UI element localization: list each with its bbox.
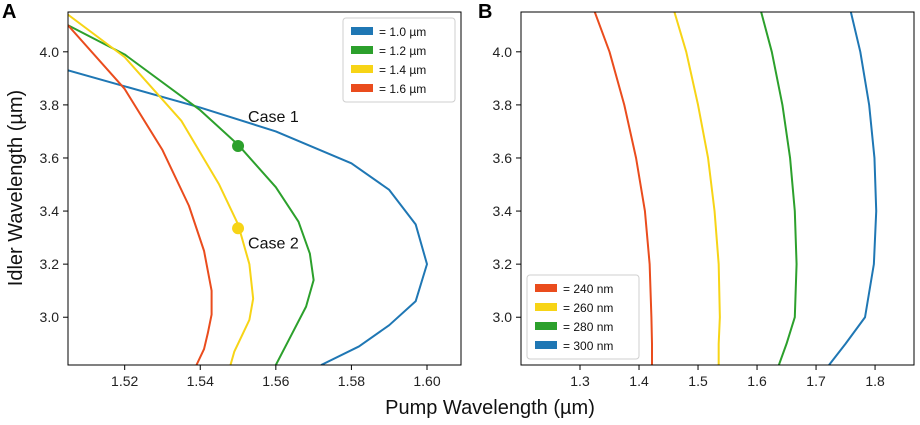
series-line-b-4 [828,12,878,365]
plot-frame-a [67,11,462,366]
series-line-a-3 [68,13,255,365]
series-line-a-2 [68,24,315,365]
legend-box-b [526,274,640,360]
x-tick-label-a-4: 1.60 [413,373,440,389]
panel-b-letter: B [478,1,492,23]
legend-label-a-3: = 1.4 µm [379,63,426,77]
x-tick-label-b-4: 1.7 [806,373,826,389]
series-line-b-3 [760,12,798,365]
series-group-a [68,13,428,365]
y-tick-label-b-5: 4.0 [493,44,513,60]
annotation-a-1: Case 1 [248,109,299,126]
series-line-b-1 [593,12,653,365]
x-tick-label-b-2: 1.5 [688,373,708,389]
panel-b: B 1.3 1.4 1.5 1.6 1.7 1.8 3.0 3.2 3.4 3.6 3.8 4.0 = … [478,1,915,389]
y-tick-label-a-3: 3.6 [40,150,60,166]
legend-swatch-a-1 [351,27,373,35]
marker-a-1 [232,140,245,153]
marker-a-2 [232,222,245,235]
y-tick-label-a-5: 4.0 [40,44,60,60]
y-axis-title: Idler Wavelength (µm) [5,90,27,286]
plot-frame-b [520,11,915,366]
legend-box-a [342,17,456,103]
series-line-a-4 [68,24,213,365]
legend-label-b-1: = 240 nm [563,282,613,296]
panel-a-letter: A [2,1,16,23]
legend-swatch-b-2 [535,303,557,311]
y-tick-label-b-0: 3.0 [493,309,513,325]
legend-label-b-3: = 280 nm [563,320,613,334]
legend-swatch-a-2 [351,46,373,54]
y-tick-label-a-2: 3.4 [40,203,60,219]
legend-label-a-1: = 1.0 µm [379,25,426,39]
x-tick-label-b-5: 1.8 [865,373,885,389]
x-tick-label-b-1: 1.4 [629,373,649,389]
x-tick-label-b-3: 1.6 [747,373,767,389]
y-tick-label-b-4: 3.8 [493,97,513,113]
annotation-a-2: Case 2 [248,235,299,252]
legend-b: = 240 nm = 260 nm = 280 nm = 300 nm [526,274,640,360]
y-tick-label-a-4: 3.8 [40,97,60,113]
x-tick-label-a-0: 1.52 [111,373,138,389]
legend-swatch-b-3 [535,322,557,330]
legend-label-a-4: = 1.6 µm [379,82,426,96]
x-tick-label-a-2: 1.56 [262,373,289,389]
panel-a: A 1.52 1.54 1.56 1.58 1.60 3.0 3.2 3.4 3.6 3.8 4.0… [2,1,462,389]
series-group-b [593,12,878,365]
y-tick-label-a-1: 3.2 [40,256,60,272]
x-tick-label-b-0: 1.3 [570,373,590,389]
x-tick-label-a-3: 1.58 [338,373,365,389]
legend-a: = 1.0 µm = 1.2 µm = 1.4 µm = 1.6 µm [342,17,456,103]
series-line-b-2 [673,12,721,365]
y-tick-label-b-3: 3.6 [493,150,513,166]
y-tick-label-b-1: 3.2 [493,256,513,272]
y-tick-label-b-2: 3.4 [493,203,513,219]
legend-swatch-b-4 [535,341,557,349]
x-tick-label-a-1: 1.54 [187,373,214,389]
legend-swatch-b-1 [535,284,557,292]
legend-label-b-4: = 300 nm [563,339,613,353]
x-axis-title: Pump Wavelength (µm) [385,397,595,419]
legend-label-b-2: = 260 nm [563,301,613,315]
y-tick-label-a-0: 3.0 [40,309,60,325]
legend-swatch-a-4 [351,84,373,92]
legend-label-a-2: = 1.2 µm [379,44,426,58]
series-line-a-1 [68,69,428,365]
legend-swatch-a-3 [351,65,373,73]
